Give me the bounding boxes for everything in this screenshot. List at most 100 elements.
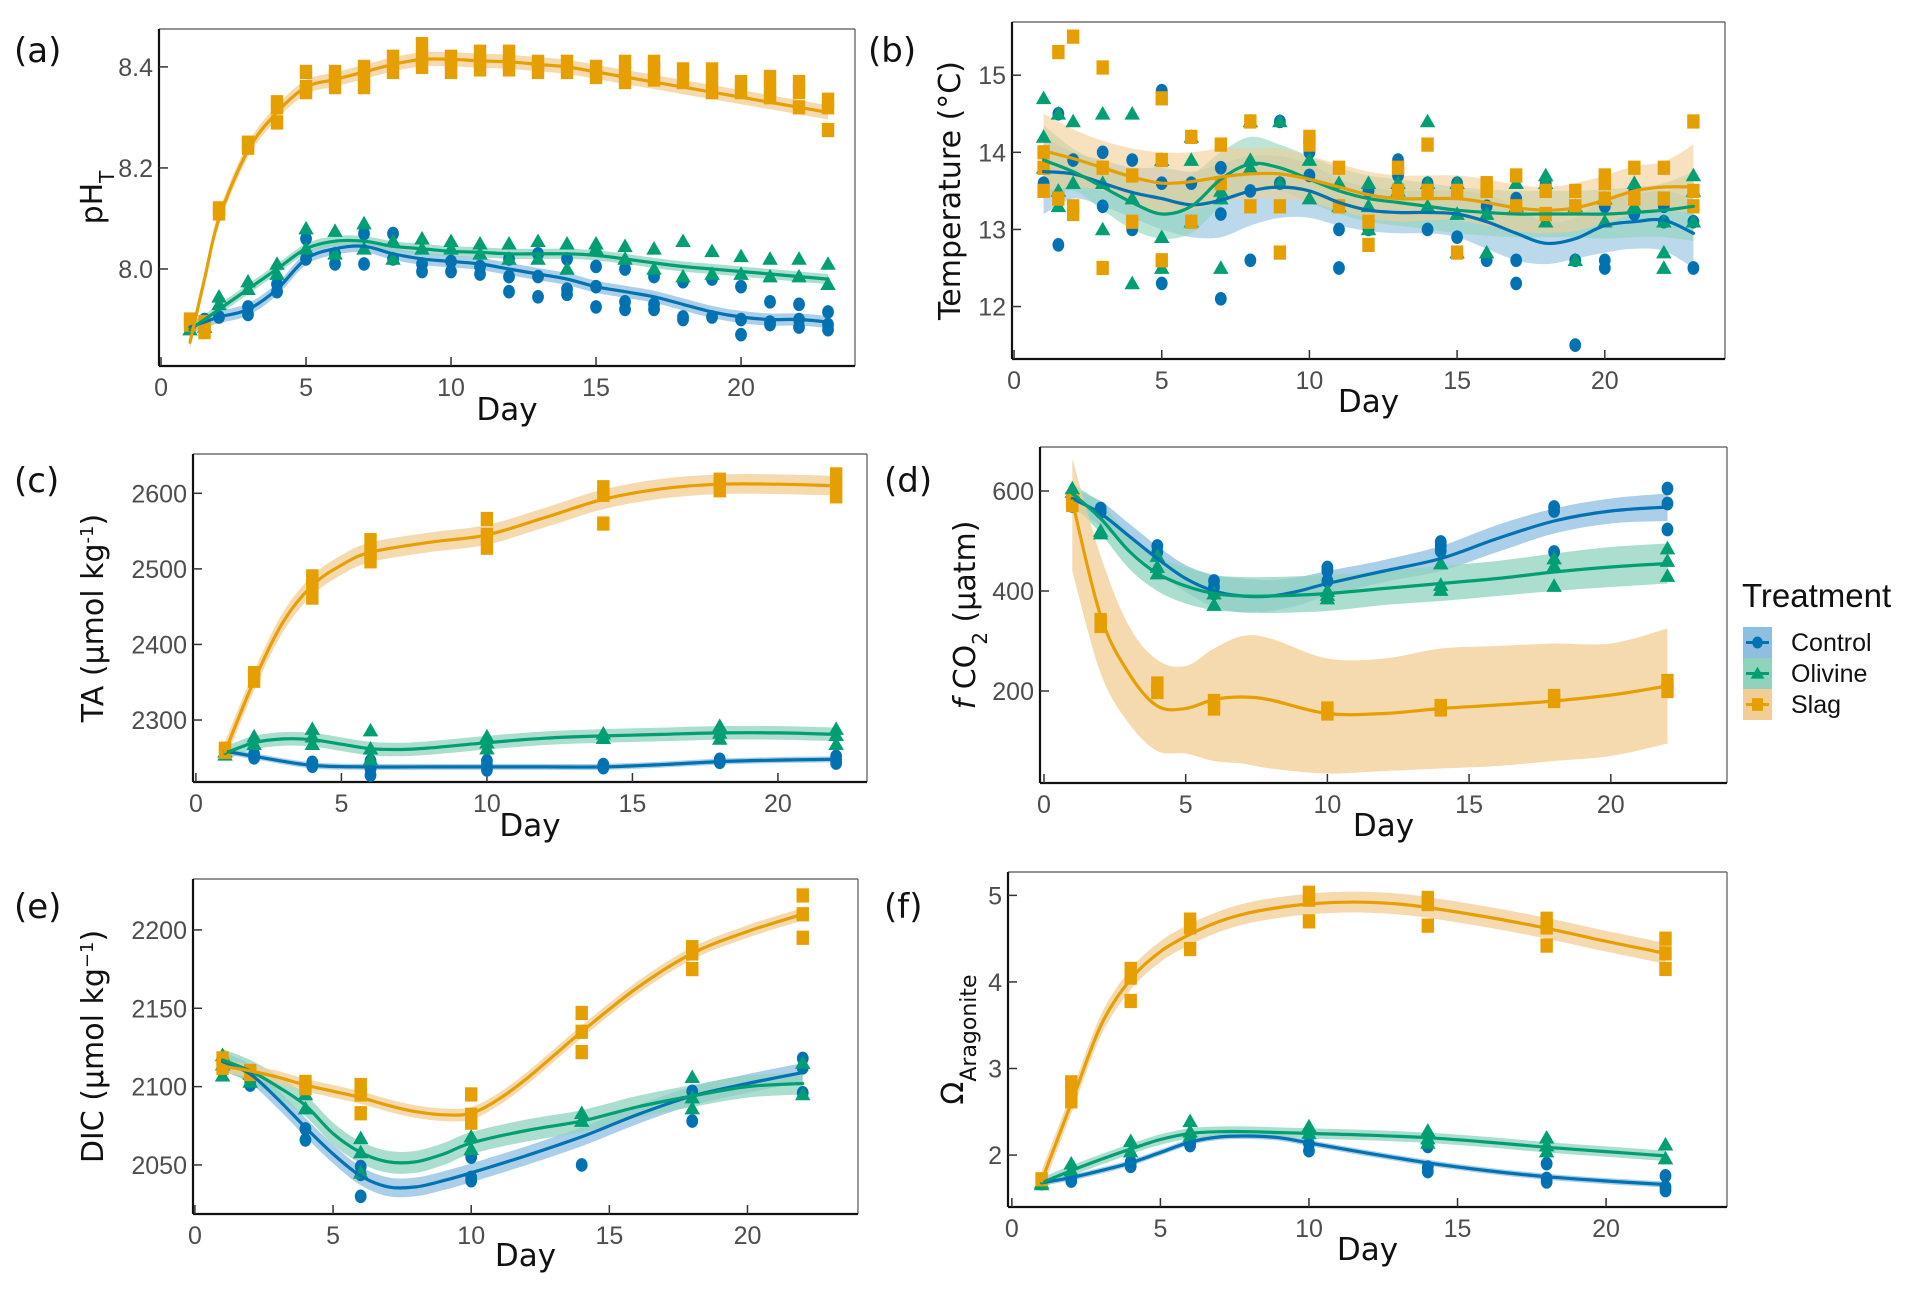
data-point-slag bbox=[465, 1115, 478, 1130]
data-point-slag bbox=[364, 554, 377, 569]
y-tick-label: 3 bbox=[988, 1055, 1002, 1083]
data-point-control bbox=[1321, 564, 1334, 578]
data-point-slag bbox=[531, 54, 545, 69]
x-tick-label: 10 bbox=[457, 1222, 485, 1250]
data-point-olivine bbox=[1567, 252, 1584, 267]
legend-key-marker bbox=[1750, 666, 1765, 679]
fit-line-slag bbox=[223, 482, 838, 754]
data-point-slag bbox=[1657, 191, 1671, 206]
data-point-slag bbox=[444, 49, 458, 64]
fit-line-slag bbox=[1070, 499, 1670, 717]
data-point-control bbox=[1096, 145, 1109, 160]
data-point-slag bbox=[1214, 176, 1228, 191]
x-tick-label: 5 bbox=[326, 1222, 340, 1250]
y-tick-label: 5 bbox=[988, 882, 1002, 910]
data-point-control bbox=[358, 257, 370, 271]
data-point-slag bbox=[1151, 684, 1164, 700]
panel-letter: (b) bbox=[868, 31, 916, 71]
data-point-slag bbox=[354, 1106, 367, 1121]
data-point-olivine bbox=[617, 238, 633, 253]
y-tick-label: 2150 bbox=[131, 995, 187, 1023]
y-axis-title-end: ) bbox=[76, 930, 111, 942]
data-point-control bbox=[1214, 207, 1227, 221]
confidence-band-slag bbox=[222, 908, 803, 1122]
y-tick-label: 2600 bbox=[131, 480, 187, 508]
data-point-slag bbox=[575, 1045, 588, 1060]
confidence-band-slag bbox=[225, 473, 837, 762]
data-point-slag bbox=[1628, 191, 1641, 206]
y-axis-title-end: ) bbox=[76, 514, 111, 526]
x-tick-label: 15 bbox=[582, 374, 610, 402]
data-point-slag bbox=[306, 590, 319, 605]
data-point-slag bbox=[796, 930, 809, 945]
data-point-olivine bbox=[1206, 597, 1222, 611]
data-point-control bbox=[503, 284, 515, 299]
y-tick-label: 2500 bbox=[131, 556, 187, 584]
plot-area bbox=[182, 37, 836, 350]
x-tick-label: 0 bbox=[1005, 1215, 1019, 1243]
x-tick-label: 15 bbox=[1444, 1215, 1472, 1243]
data-point-slag bbox=[1155, 91, 1168, 106]
data-point-slag bbox=[1450, 245, 1464, 260]
data-point-slag bbox=[1273, 245, 1287, 260]
y-axis-title: TA (μmol kg-1) bbox=[76, 514, 111, 723]
data-point-control bbox=[1687, 261, 1700, 275]
confidence-band-olivine bbox=[1041, 1126, 1666, 1188]
data-point-olivine bbox=[1301, 190, 1318, 205]
data-point-slag bbox=[1155, 152, 1168, 168]
y-tick-label: 400 bbox=[992, 578, 1034, 606]
fit-line-control bbox=[188, 244, 830, 329]
panel-c: (c) 0 5 10 15 20 2300 2400 2500 2600 Day TA (μmol k… bbox=[14, 453, 868, 844]
data-point-control bbox=[822, 317, 834, 332]
x-tick-label: 0 bbox=[1007, 367, 1021, 395]
data-point-olivine bbox=[684, 1069, 700, 1084]
panel-letter: (c) bbox=[14, 461, 59, 501]
x-tick-label: 0 bbox=[188, 1222, 202, 1250]
data-point-olivine bbox=[1065, 175, 1081, 189]
y-axis-title-superscript: −1 bbox=[77, 942, 98, 969]
fit-line-olivine bbox=[223, 731, 838, 755]
data-point-control bbox=[1659, 1169, 1672, 1183]
x-axis-title: Day bbox=[499, 808, 560, 844]
y-tick-label: 8.4 bbox=[118, 54, 153, 82]
data-point-slag bbox=[1273, 199, 1287, 214]
y-tick-label: 2200 bbox=[131, 917, 187, 945]
y-axis-title-subscript: 2 bbox=[968, 632, 992, 645]
fit-line-control bbox=[1042, 170, 1695, 246]
data-point-control bbox=[1303, 1143, 1315, 1158]
data-point-olivine bbox=[794, 1086, 811, 1101]
data-point-control bbox=[1052, 238, 1065, 252]
x-tick-label: 15 bbox=[1443, 367, 1471, 395]
legend-label: Control bbox=[1791, 629, 1872, 657]
data-point-olivine bbox=[1478, 244, 1495, 259]
data-point-slag bbox=[575, 1005, 588, 1021]
x-tick-label: 10 bbox=[1295, 1215, 1323, 1243]
data-point-control bbox=[532, 289, 544, 304]
y-tick-label: 14 bbox=[978, 139, 1006, 167]
y-axis-title: pHT bbox=[75, 170, 119, 225]
data-point-slag bbox=[1421, 137, 1434, 152]
data-point-slag bbox=[1183, 941, 1197, 957]
y-tick-label: 15 bbox=[978, 62, 1006, 90]
panel-d: (d) 0 5 10 15 20 200 400 600 Day f CO2 (μatm) bbox=[884, 446, 1728, 844]
data-point-olivine bbox=[762, 251, 778, 265]
data-point-olivine bbox=[733, 248, 749, 263]
data-point-control bbox=[300, 231, 312, 246]
data-point-olivine bbox=[327, 223, 343, 237]
data-point-slag bbox=[1096, 260, 1109, 276]
y-axis-title: f CO2 (μatm) bbox=[948, 521, 992, 710]
data-point-olivine bbox=[588, 235, 604, 250]
data-point-olivine bbox=[472, 235, 488, 250]
data-point-slag bbox=[597, 516, 610, 531]
data-point-slag bbox=[480, 540, 494, 555]
data-point-olivine bbox=[1657, 1136, 1674, 1151]
x-axis-title: Day bbox=[1337, 1232, 1398, 1268]
data-point-olivine bbox=[1242, 160, 1259, 174]
plot-area bbox=[214, 888, 811, 1204]
data-point-olivine bbox=[479, 740, 495, 755]
data-point-slag bbox=[415, 37, 429, 52]
data-point-olivine bbox=[362, 722, 379, 737]
data-point-olivine bbox=[443, 233, 459, 248]
data-point-olivine bbox=[559, 235, 575, 250]
data-point-control bbox=[1569, 338, 1582, 352]
